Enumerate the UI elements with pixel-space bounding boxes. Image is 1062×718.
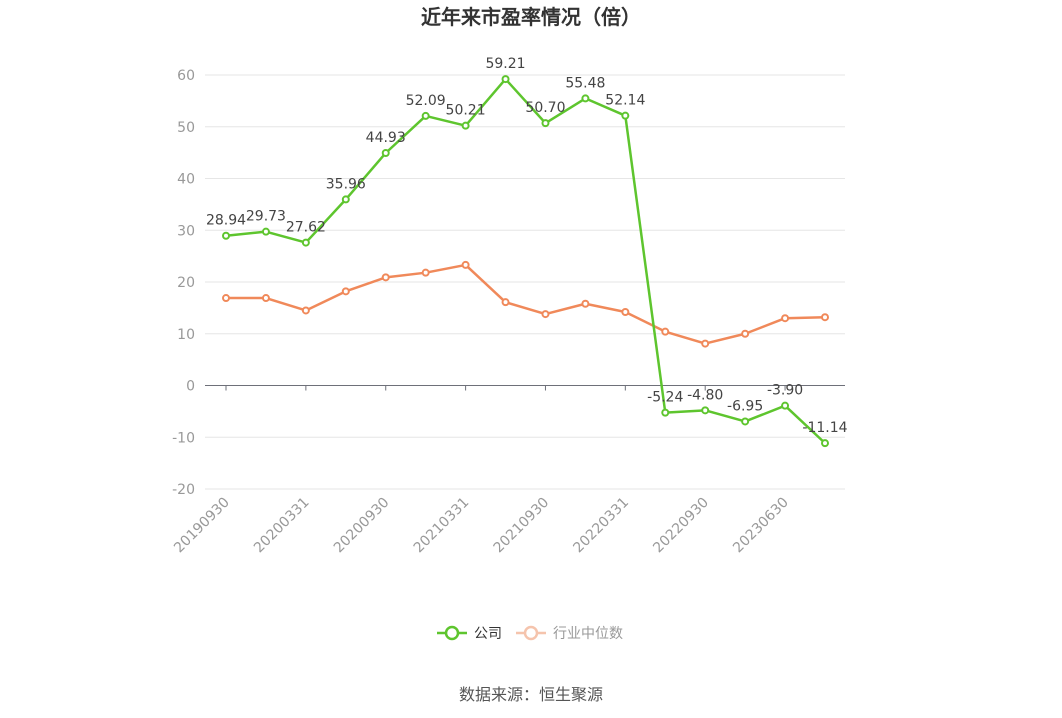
data-point [821,439,829,448]
data-point [381,273,390,282]
data-label: 27.62 [286,220,326,236]
y-tick-label: -10 [172,430,195,446]
x-tick-label: 20190930 [171,495,233,557]
chart-title: 近年来市盈率情况（倍） [421,5,641,29]
legend-marker [444,625,460,641]
y-tick-label: 30 [177,223,195,239]
y-tick-label: 20 [177,275,195,291]
data-point [301,306,310,315]
y-tick-label: 60 [177,68,195,84]
data-point [541,119,550,128]
data-point [701,339,710,348]
series-line [225,77,826,445]
data-point [661,327,670,336]
y-tick-label: 40 [177,172,195,188]
data-point [222,294,230,303]
data-point [781,401,790,410]
source-note: 数据来源：恒生聚源 [459,685,603,704]
data-label: 50.21 [446,103,486,119]
data-point [661,408,670,417]
legend[interactable]: 公司 行业中位数 [437,625,623,642]
y-tick-label: 0 [186,379,195,395]
legend-marker [523,625,539,641]
data-point [461,121,470,130]
grid-lines [205,74,845,490]
data-point [541,310,550,319]
x-tick-label: 20230630 [730,495,792,557]
data-label: -4.80 [687,387,723,403]
data-point [301,238,310,247]
data-point [261,294,270,303]
data-point [501,298,510,307]
data-point [701,406,710,415]
series-group [222,75,829,448]
data-point [501,75,510,84]
data-point [341,195,350,204]
data-point [621,308,630,317]
x-tick-label: 20210331 [411,495,473,557]
data-label: -11.14 [802,420,847,436]
data-point [781,314,790,323]
data-label: 44.93 [366,130,406,146]
data-point [341,287,350,296]
data-point [821,313,829,322]
y-axis: 60 50 40 30 20 10 0 -10 -20 [172,68,195,498]
y-tick-label: 10 [177,327,195,343]
data-label: -3.90 [767,383,803,399]
x-tick-label: 20220331 [570,495,632,557]
legend-item-industry[interactable]: 行业中位数 [516,625,623,642]
data-point [621,111,630,120]
data-label: -6.95 [727,398,763,414]
data-label: 29.73 [246,209,286,225]
x-tick-label: 20220930 [650,495,712,557]
data-point [741,417,750,426]
x-tick-label: 20200331 [251,495,313,557]
y-tick-label: -20 [172,482,195,498]
data-label: -5.24 [647,390,683,406]
data-label: 28.94 [206,213,246,229]
data-point [381,148,390,157]
series-line [226,263,826,345]
legend-item-company[interactable]: 公司 [437,625,502,642]
data-label: 59.21 [485,56,525,72]
x-tick-label: 20210930 [491,495,553,557]
data-point [261,227,270,236]
data-point [421,111,430,120]
data-point [461,260,470,269]
data-point [222,231,230,240]
data-label: 50.70 [525,100,565,116]
data-point [581,299,590,308]
legend-label: 行业中位数 [553,626,623,642]
x-tick-label: 20200930 [331,495,393,557]
data-label: 52.09 [406,93,446,109]
data-label: 35.96 [326,176,366,192]
data-label: 52.14 [605,93,645,109]
data-point [741,329,750,338]
data-point [581,94,590,103]
legend-label: 公司 [474,626,502,642]
data-point [421,268,430,277]
data-label: 55.48 [565,75,605,91]
y-tick-label: 50 [177,120,195,136]
